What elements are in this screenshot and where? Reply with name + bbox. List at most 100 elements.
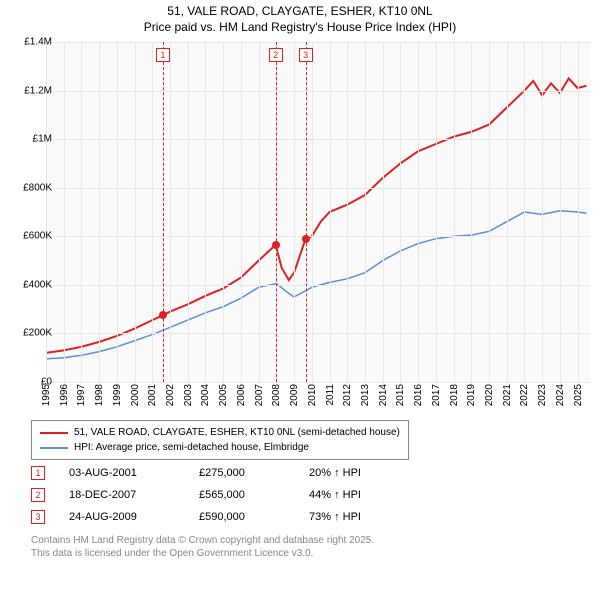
event-pct: 44% ↑ HPI [309,489,419,501]
x-axis-label: 2003 [183,384,194,406]
event-line [163,42,164,382]
footer-line2: This data is licensed under the Open Gov… [31,547,374,560]
x-axis-label: 2023 [537,384,548,406]
event-line [306,42,307,382]
event-date: 03-AUG-2001 [69,467,199,479]
x-axis-label: 2004 [200,384,211,406]
event-dot [272,241,280,249]
gridline-v [454,42,455,382]
gridline-v [560,42,561,382]
x-axis-label: 2013 [360,384,371,406]
title-line2: Price paid vs. HM Land Registry's House … [0,20,600,36]
title-line1: 51, VALE ROAD, CLAYGATE, ESHER, KT10 0NL [0,4,600,20]
event-num: 2 [31,488,45,502]
gridline-v [418,42,419,382]
x-axis-label: 2012 [342,384,353,406]
gridline-h [46,91,590,92]
gridline-v [152,42,153,382]
legend-row: 51, VALE ROAD, CLAYGATE, ESHER, KT10 0NL… [40,425,400,440]
event-date: 18-DEC-2007 [69,489,199,501]
y-axis-label: £1.4M [24,37,52,48]
x-axis-label: 2005 [218,384,229,406]
event-row: 2 18-DEC-2007£565,00044% ↑ HPI [31,484,419,506]
gridline-v [99,42,100,382]
gridline-v [330,42,331,382]
event-price: £565,000 [199,489,309,501]
y-axis-label: £1.2M [24,85,52,96]
gridline-v [365,42,366,382]
x-axis-label: 2000 [130,384,141,406]
x-axis-label: 1998 [94,384,105,406]
event-num: 3 [31,510,45,524]
gridline-v [347,42,348,382]
gridline-v [471,42,472,382]
gridline-v [259,42,260,382]
event-row: 3 24-AUG-2009£590,00073% ↑ HPI [31,506,419,528]
gridline-h [46,285,590,286]
gridline-v [578,42,579,382]
legend-label: 51, VALE ROAD, CLAYGATE, ESHER, KT10 0NL… [74,425,400,440]
gridline-v [507,42,508,382]
legend-row: HPI: Average price, semi-detached house,… [40,440,400,455]
x-axis-label: 1996 [59,384,70,406]
events-table: 103-AUG-2001£275,00020% ↑ HPI218-DEC-200… [31,462,419,528]
gridline-h [46,42,590,43]
event-pct: 73% ↑ HPI [309,511,419,523]
event-marker: 2 [269,48,283,62]
x-axis-label: 2009 [289,384,300,406]
gridline-v [524,42,525,382]
gridline-v [135,42,136,382]
x-axis-label: 2024 [555,384,566,406]
gridline-v [294,42,295,382]
gridline-v [117,42,118,382]
x-axis-label: 2001 [147,384,158,406]
event-marker: 3 [299,48,313,62]
chart-svg [46,42,590,382]
x-axis-label: 2025 [573,384,584,406]
y-axis-label: £400K [23,279,52,290]
x-axis-label: 2010 [307,384,318,406]
gridline-v [223,42,224,382]
x-axis-label: 2018 [449,384,460,406]
x-axis-label: 1999 [112,384,123,406]
event-marker: 1 [156,48,170,62]
x-axis-label: 2020 [484,384,495,406]
gridline-h [46,382,590,383]
event-dot [159,311,167,319]
event-num: 1 [31,466,45,480]
x-axis-label: 2014 [378,384,389,406]
legend: 51, VALE ROAD, CLAYGATE, ESHER, KT10 0NL… [31,420,409,460]
x-axis-label: 2016 [413,384,424,406]
chart-plot: 1 2 3 [46,42,590,382]
gridline-v [241,42,242,382]
gridline-v [205,42,206,382]
x-axis-label: 2011 [325,384,336,406]
gridline-v [312,42,313,382]
x-axis-label: 1995 [41,384,52,406]
y-axis-label: £600K [23,231,52,242]
gridline-h [46,139,590,140]
x-axis-label: 2008 [271,384,282,406]
x-axis-label: 2022 [519,384,530,406]
event-date: 24-AUG-2009 [69,511,199,523]
gridline-v [436,42,437,382]
x-axis-label: 2019 [466,384,477,406]
footer-line1: Contains HM Land Registry data © Crown c… [31,534,374,547]
footer-note: Contains HM Land Registry data © Crown c… [31,534,374,560]
gridline-h [46,188,590,189]
x-axis-label: 1997 [76,384,87,406]
x-axis-label: 2002 [165,384,176,406]
series-line-price_paid [46,78,587,353]
gridline-h [46,236,590,237]
y-axis-label: £1M [33,134,52,145]
x-axis-label: 2017 [431,384,442,406]
gridline-v [489,42,490,382]
event-pct: 20% ↑ HPI [309,467,419,479]
gridline-v [64,42,65,382]
y-axis-label: £200K [23,328,52,339]
x-axis-label: 2007 [254,384,265,406]
gridline-h [46,333,590,334]
chart-title: 51, VALE ROAD, CLAYGATE, ESHER, KT10 0NL… [0,0,600,35]
event-price: £590,000 [199,511,309,523]
x-axis-label: 2006 [236,384,247,406]
